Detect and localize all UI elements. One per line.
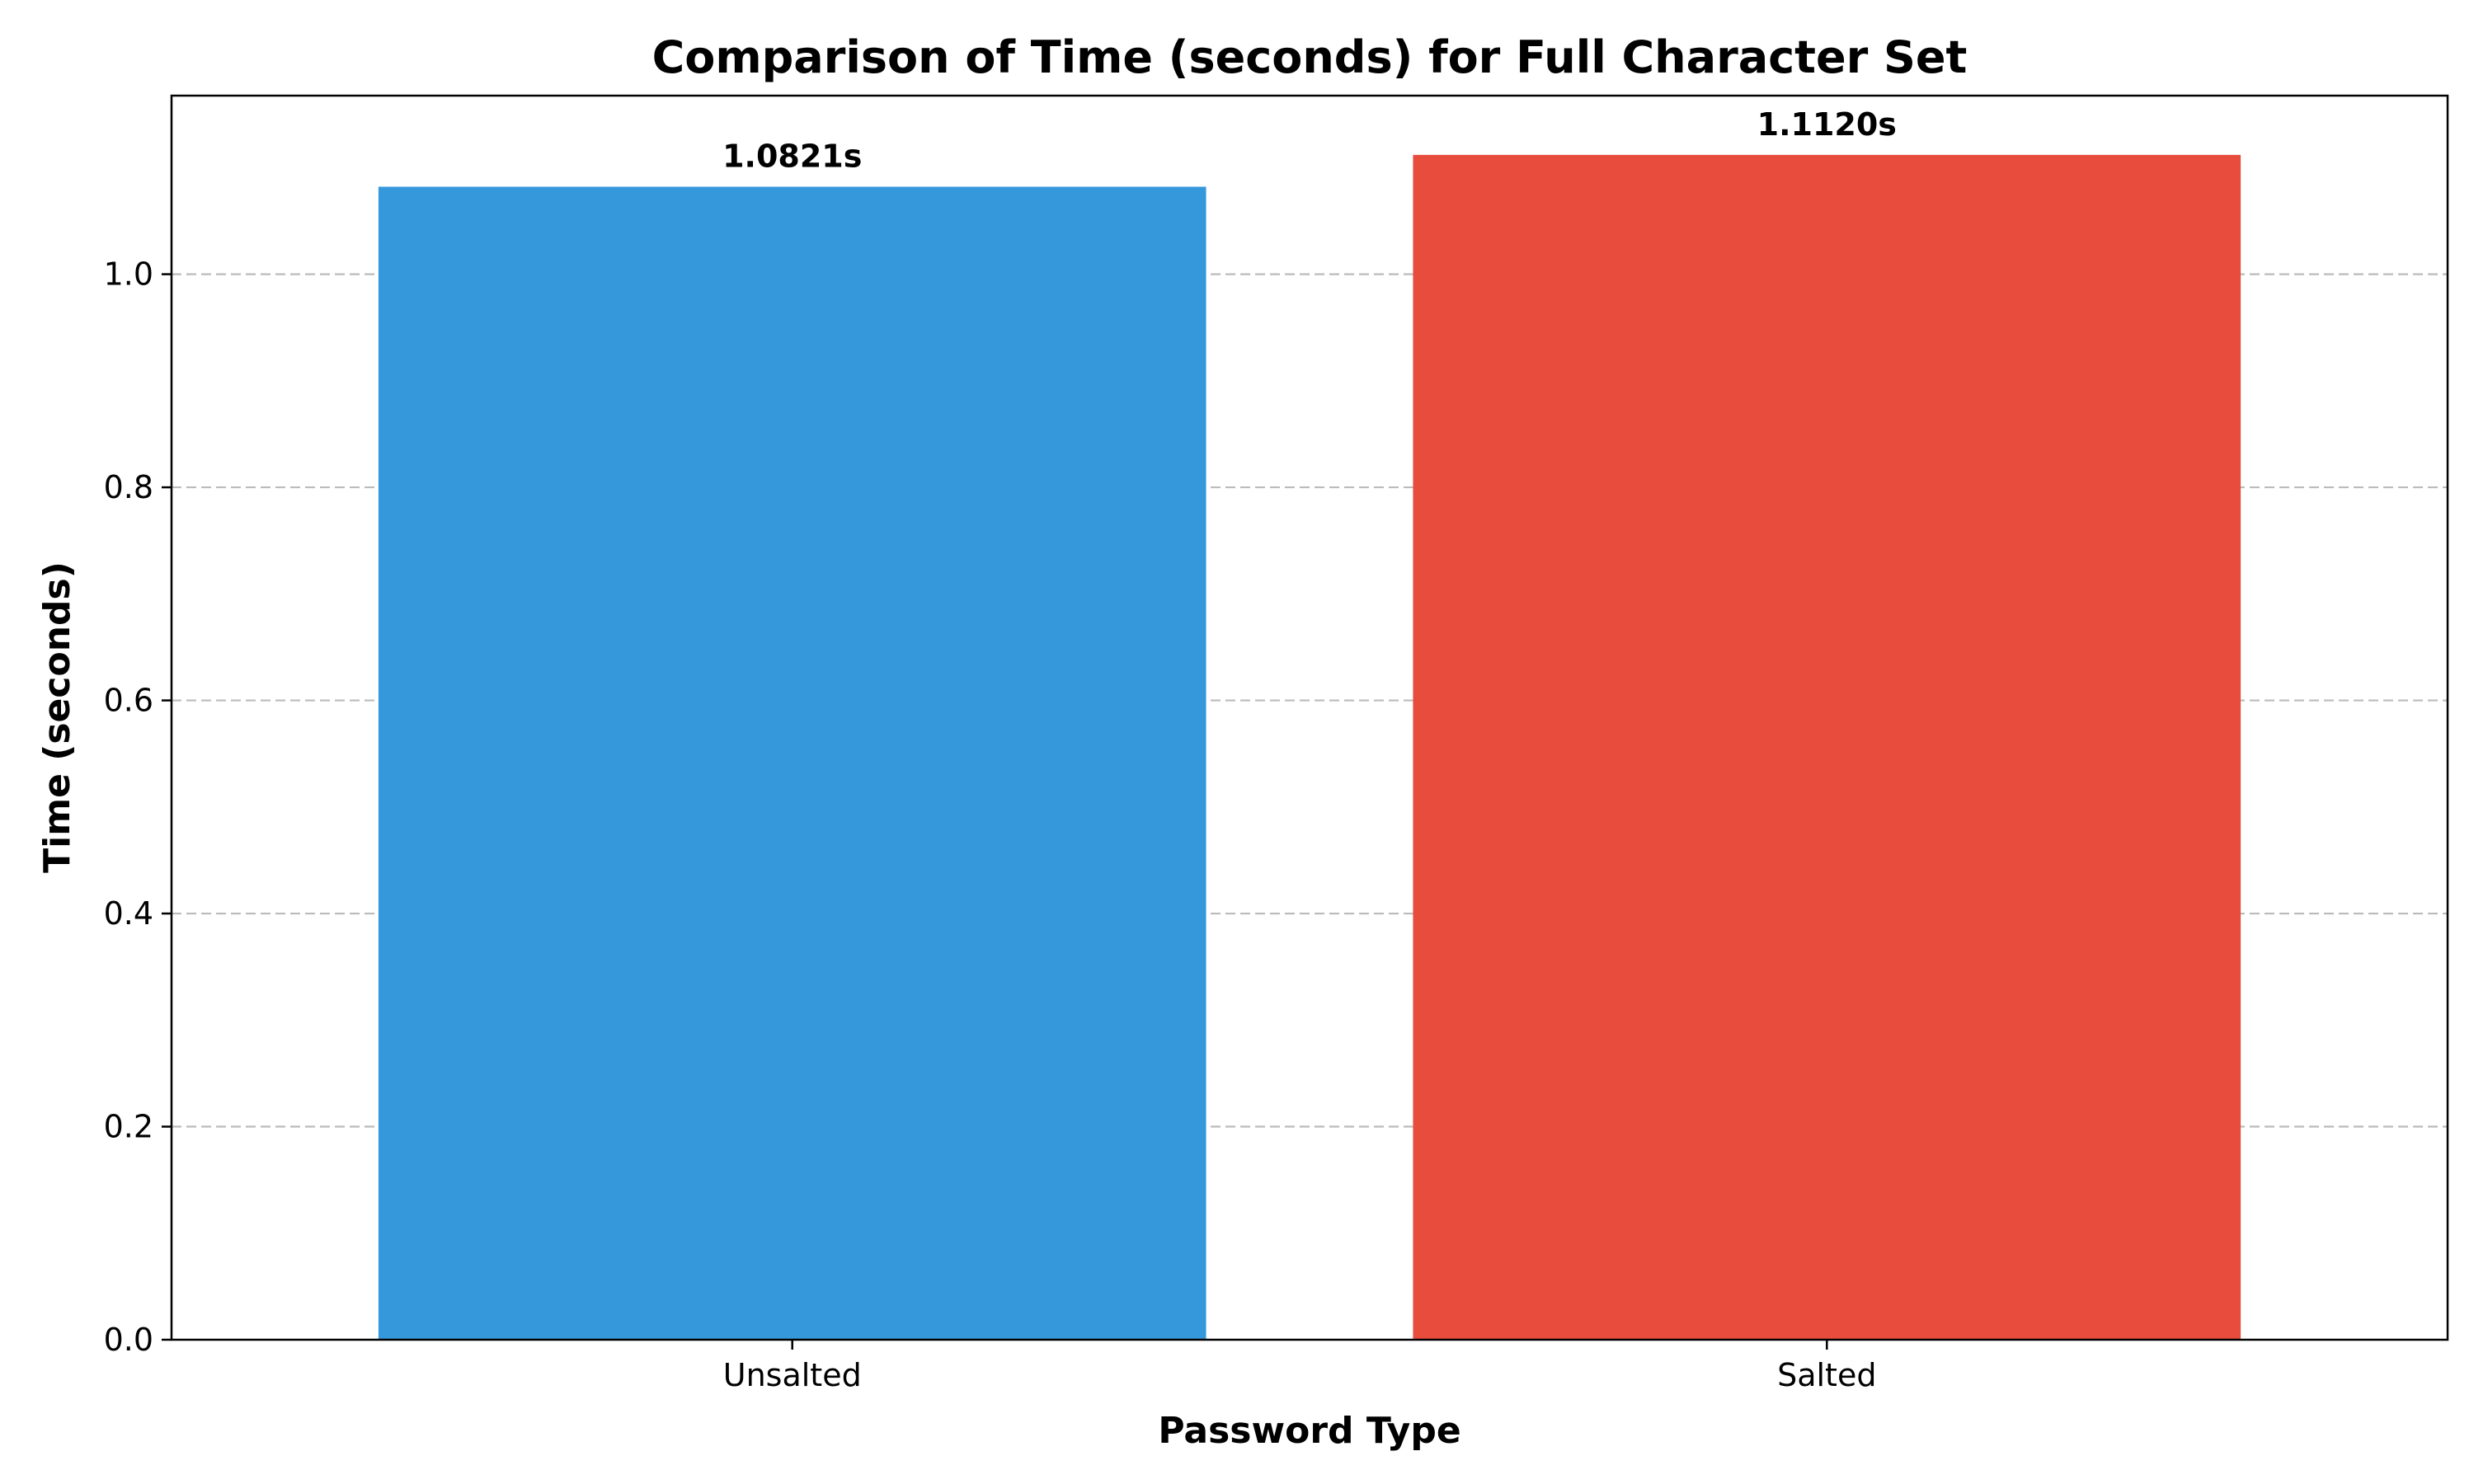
chart-title: Comparison of Time (seconds) for Full Ch… [652, 31, 1968, 83]
y-axis-label: Time (seconds) [36, 561, 78, 873]
x-tick-label: Unsalted [723, 1357, 862, 1393]
x-axis: Unsalted Salted [723, 1340, 1876, 1393]
y-tick-label: 1.0 [104, 256, 153, 293]
y-tick-label: 0.4 [104, 895, 153, 932]
data-labels: 1.0821s 1.1120s [722, 106, 1897, 175]
y-tick-label: 0.6 [104, 683, 153, 719]
bars [378, 154, 2241, 1340]
y-tick-label: 0.0 [104, 1322, 153, 1358]
bar-salted [1413, 154, 2241, 1340]
bar-unsalted [378, 186, 1206, 1340]
data-label: 1.1120s [1757, 106, 1897, 143]
data-label: 1.0821s [722, 138, 862, 174]
x-tick-label: Salted [1777, 1357, 1876, 1393]
y-axis: 0.0 0.2 0.4 0.6 0.8 1.0 [104, 256, 172, 1358]
y-tick-label: 0.8 [104, 469, 153, 505]
y-tick-label: 0.2 [104, 1109, 153, 1145]
x-axis-label: Password Type [1158, 1410, 1460, 1452]
axes-frame [170, 94, 2449, 1341]
